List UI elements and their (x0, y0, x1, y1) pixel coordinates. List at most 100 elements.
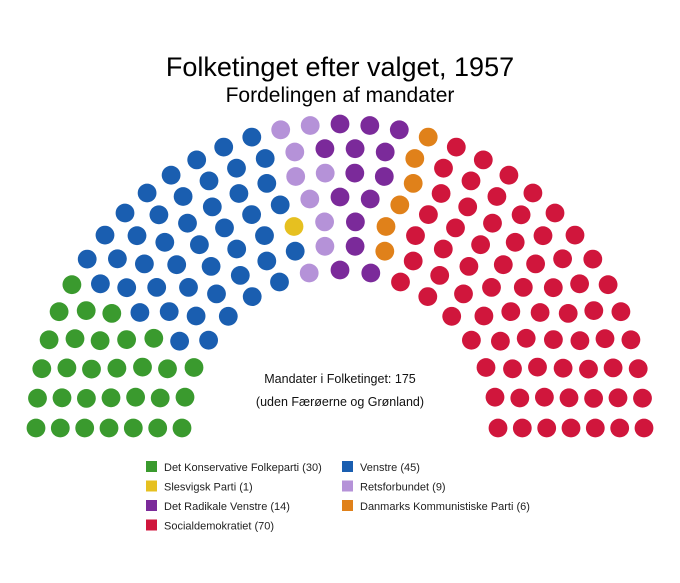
seat-dot (186, 306, 206, 326)
seat-dot (179, 278, 198, 297)
seat-dot (513, 278, 533, 297)
seat-dot (126, 387, 145, 407)
seat-dot (300, 116, 320, 135)
seat-dot (361, 263, 381, 283)
seat-dot (345, 139, 365, 159)
seat-dot (115, 203, 135, 223)
seat-dot (376, 217, 396, 236)
seat-dot (485, 387, 505, 407)
seat-dot (242, 205, 261, 225)
seat-dot (553, 358, 573, 378)
seat-dot (330, 187, 350, 207)
seat-dot (487, 187, 507, 206)
seat-dot (459, 257, 479, 276)
seat-dot (330, 114, 350, 134)
seat-dot (584, 389, 603, 408)
seat-dot (570, 274, 589, 294)
seat-dot (533, 226, 553, 246)
seat-dot (39, 330, 59, 350)
seat-dot (418, 127, 438, 147)
seat-dot (431, 184, 451, 203)
seat-dot (561, 418, 581, 438)
legend-item: Venstre (45) (342, 461, 420, 474)
seat-dot (137, 183, 157, 203)
seat-dot (418, 287, 438, 306)
seat-dot (544, 330, 563, 349)
seat-dot (190, 235, 209, 255)
seat-dot (461, 171, 481, 191)
seat-dot (271, 120, 291, 140)
seat-dot (227, 158, 246, 178)
seat-dot (187, 150, 207, 170)
seat-dot (406, 226, 425, 246)
seat-dot (159, 302, 179, 321)
seat-dot (130, 303, 150, 322)
seat-dot (442, 306, 462, 326)
seat-dot (52, 388, 72, 408)
seat-dot (511, 205, 531, 225)
legend-item: Det Konservative Folkeparti (30) (146, 461, 322, 474)
seat-dot (65, 329, 85, 349)
seat-dot (389, 120, 409, 140)
seat-dot (107, 358, 127, 378)
seat-dot (101, 388, 121, 408)
seat-dot (62, 275, 82, 295)
seat-dot (172, 418, 192, 438)
seat-dot (608, 388, 628, 408)
seat-dot (430, 266, 450, 285)
seat-dot (91, 274, 110, 294)
legend-swatch (146, 480, 157, 492)
seat-dot (482, 278, 501, 297)
legend-label: Slesvigsk Parti (1) (164, 482, 253, 494)
legend-label: Det Konservative Folkeparti (30) (164, 462, 322, 474)
seat-dot (82, 359, 101, 379)
seat-dot (270, 195, 290, 215)
seat-dot (559, 388, 579, 408)
legend-item: Retsforbundet (9) (342, 480, 446, 494)
seat-dot (242, 127, 262, 147)
seat-dot (207, 284, 226, 304)
seat-dot (611, 302, 631, 322)
seat-dot (537, 418, 557, 438)
seat-dot (257, 174, 277, 193)
seat-dot (26, 418, 46, 438)
seat-dot (565, 225, 585, 245)
seat-dot (300, 189, 320, 209)
seat-dot (270, 272, 289, 292)
seat-dot (175, 387, 195, 407)
seat-dot (535, 387, 554, 407)
seat-dot (199, 171, 219, 191)
seat-dot (330, 260, 350, 280)
seat-dot (218, 306, 238, 326)
seat-dot (161, 165, 181, 185)
seat-dot (471, 235, 490, 255)
seat-dot (202, 197, 222, 217)
seat-dot (315, 212, 334, 232)
seat-dot (135, 254, 154, 274)
seat-dot (585, 418, 605, 438)
legend-label: Venstre (45) (360, 462, 420, 474)
seat-dot (499, 165, 519, 185)
seat-dot (528, 357, 547, 377)
seat-dot (227, 239, 247, 259)
seat-dot (117, 330, 136, 349)
legend-label: Retsforbundet (9) (360, 482, 446, 494)
legend-swatch (342, 461, 353, 472)
seat-dot (501, 302, 521, 321)
seat-dot (458, 197, 478, 217)
seat-dot (610, 418, 630, 438)
seat-dot (155, 232, 175, 252)
seat-dot (375, 142, 395, 162)
legend-item: Det Radikale Venstre (14) (146, 500, 290, 513)
legend-item: Danmarks Kommunistiske Parti (6) (342, 500, 530, 513)
chart-title: Folketinget efter valget, 1957 (166, 52, 514, 82)
seat-dot (123, 418, 143, 438)
legend-swatch (146, 500, 157, 511)
seat-dot (446, 137, 466, 157)
seat-dot (285, 142, 305, 162)
seat-dot (242, 287, 262, 306)
seat-dot (433, 239, 453, 259)
seat-dot (117, 278, 137, 298)
seat-dot (530, 303, 550, 322)
